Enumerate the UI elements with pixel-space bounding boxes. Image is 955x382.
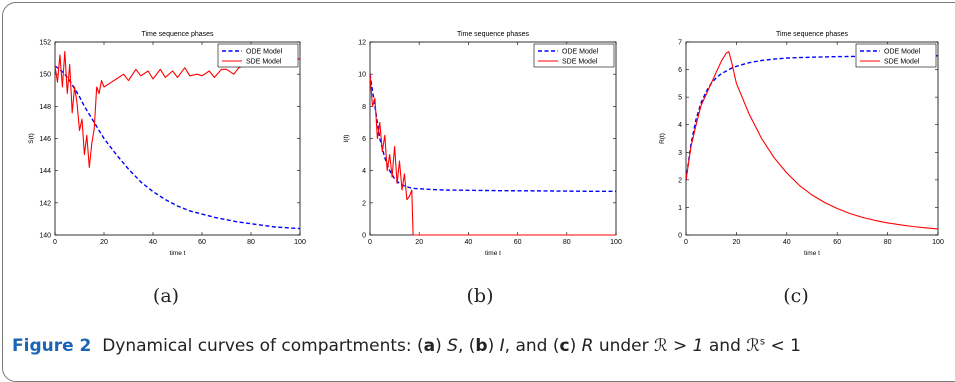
x-axis-label: time t (485, 250, 501, 257)
y-tick-label: 3 (678, 150, 682, 157)
legend-label: ODE Model (246, 49, 283, 56)
y-tick-label: 2 (678, 177, 682, 184)
x-tick-label: 0 (368, 239, 372, 246)
y-tick-label: 8 (362, 104, 366, 111)
plot-frame (54, 41, 301, 236)
y-tick-label: 144 (39, 168, 51, 175)
x-tick-label: 80 (563, 239, 571, 246)
caption-i: I (499, 336, 505, 356)
y-tick-label: 1 (678, 205, 682, 212)
x-tick-label: 60 (514, 239, 522, 246)
x-tick-label: 60 (833, 239, 841, 246)
y-axis-label: R(t) (659, 133, 666, 144)
y-tick-label: 142 (39, 200, 51, 207)
y-tick-label: 146 (39, 136, 51, 143)
y-axis-label: I(t) (343, 135, 350, 143)
caption-s: S (447, 336, 458, 356)
x-tick-label: 80 (884, 239, 892, 246)
x-tick-label: 100 (610, 239, 622, 246)
y-tick-label: 0 (362, 233, 366, 240)
caption-condition-1: ℛ > 1 (654, 336, 704, 356)
caption-a: a (423, 336, 436, 356)
y-axis-label: S(t) (28, 133, 35, 143)
y-tick-label: 150 (39, 72, 51, 79)
x-tick-label: 40 (465, 239, 473, 246)
figure-caption: Figure 2 Dynamical curves of compartment… (12, 336, 801, 356)
chart-title: Time sequence phases (457, 31, 530, 38)
plot-frame (369, 41, 617, 236)
caption-r: R (581, 336, 594, 356)
caption-text: under (593, 336, 655, 356)
x-tick-label: 20 (415, 239, 423, 246)
y-tick-label: 6 (678, 67, 682, 74)
y-tick-label: 12 (358, 40, 366, 47)
y-tick-label: 5 (678, 95, 682, 102)
y-tick-label: 4 (362, 168, 366, 175)
x-tick-label: 40 (783, 239, 791, 246)
y-tick-label: 6 (362, 136, 366, 143)
series-line-ode-model (369, 74, 616, 193)
series-line-sde-model (685, 51, 939, 230)
x-tick-label: 0 (53, 239, 57, 246)
x-axis-label: time t (804, 250, 820, 257)
y-tick-label: 152 (39, 40, 51, 47)
x-tick-label: 20 (733, 239, 741, 246)
legend-label: ODE Model (884, 49, 921, 56)
caption-condition-2-rest: < 1 (765, 336, 801, 356)
legend-label: ODE Model (562, 49, 599, 56)
x-tick-label: 80 (247, 239, 255, 246)
caption-text: ) (435, 336, 448, 356)
caption-text: and (703, 336, 747, 356)
caption-text: ) (569, 336, 582, 356)
y-tick-label: 148 (39, 104, 51, 111)
y-tick-label: 0 (678, 233, 682, 240)
panel-label-c: (c) (783, 285, 809, 307)
caption-text: , and ( (504, 336, 560, 356)
y-tick-label: 4 (678, 122, 682, 129)
y-tick-label: 7 (678, 40, 682, 47)
x-tick-label: 0 (684, 239, 688, 246)
figure-label: Figure 2 (12, 336, 92, 356)
caption-text: ) (487, 336, 500, 356)
caption-text: , ( (457, 336, 476, 356)
x-tick-label: 60 (198, 239, 206, 246)
plot-frame (685, 41, 939, 236)
x-tick-label: 100 (932, 239, 944, 246)
chart-title: Time sequence phases (141, 31, 214, 38)
x-tick-label: 100 (294, 239, 306, 246)
legend-label: SDE Model (562, 59, 598, 66)
x-tick-label: 20 (100, 239, 108, 246)
chart-title: Time sequence phases (776, 31, 849, 38)
x-tick-label: 40 (149, 239, 157, 246)
series-line-ode-model (54, 65, 301, 230)
caption-condition-2-sup: s (759, 336, 766, 348)
caption-condition-2-symbol: ℛ (746, 336, 760, 356)
panel-label-a: (a) (152, 285, 180, 307)
y-tick-label: 10 (358, 72, 366, 79)
series-line-sde-model (369, 74, 616, 236)
y-tick-label: 140 (39, 233, 51, 240)
panel-label-b: (b) (466, 285, 494, 307)
y-tick-label: 2 (362, 200, 366, 207)
caption-text: Dynamical curves of compartments: ( (102, 336, 424, 356)
x-axis-label: time t (170, 250, 186, 257)
legend-label: SDE Model (246, 59, 282, 66)
legend-label: SDE Model (884, 59, 920, 66)
series-line-ode-model (685, 55, 939, 180)
caption-b: b (475, 336, 488, 356)
caption-c: c (559, 336, 570, 356)
